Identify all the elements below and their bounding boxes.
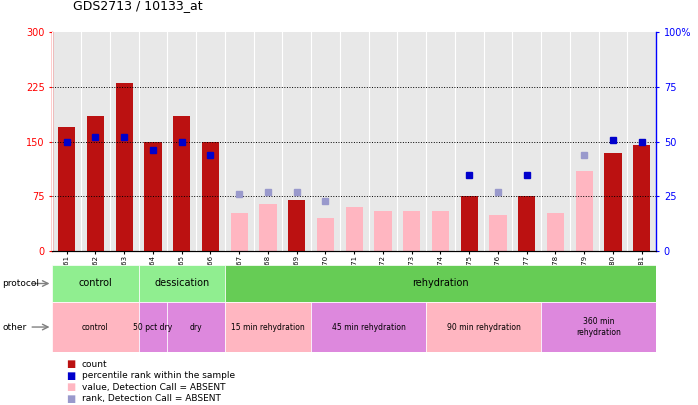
Text: count: count: [82, 360, 107, 369]
Bar: [547, 213, 564, 251]
Bar: [52, 265, 139, 302]
Text: 50 pct dry: 50 pct dry: [133, 322, 172, 332]
Bar: [58, 127, 75, 251]
Text: control: control: [79, 279, 112, 288]
Bar: [403, 211, 420, 251]
Text: ■: ■: [66, 394, 75, 403]
Text: protocol: protocol: [2, 279, 39, 288]
Bar: [461, 196, 478, 251]
Bar: [317, 218, 334, 251]
Bar: [288, 200, 305, 251]
Bar: [139, 265, 225, 302]
Bar: [576, 171, 593, 251]
Bar: [87, 116, 104, 251]
Text: GDS2713 / 10133_at: GDS2713 / 10133_at: [73, 0, 203, 12]
Bar: [489, 215, 507, 251]
Bar: [346, 207, 363, 251]
Bar: [260, 204, 276, 251]
Bar: [432, 211, 449, 251]
Bar: [139, 302, 168, 352]
Bar: [52, 302, 139, 352]
Text: 45 min rehydration: 45 min rehydration: [332, 322, 406, 332]
Bar: [633, 145, 651, 251]
Bar: [144, 142, 162, 251]
Text: rank, Detection Call = ABSENT: rank, Detection Call = ABSENT: [82, 394, 221, 403]
Text: control: control: [82, 322, 109, 332]
Bar: [225, 265, 656, 302]
Text: ■: ■: [66, 360, 75, 369]
Bar: [426, 302, 541, 352]
Text: percentile rank within the sample: percentile rank within the sample: [82, 371, 235, 380]
Bar: [541, 302, 656, 352]
Bar: [311, 302, 426, 352]
Text: 90 min rehydration: 90 min rehydration: [447, 322, 521, 332]
Bar: [518, 196, 535, 251]
Text: dry: dry: [190, 322, 202, 332]
Text: other: other: [2, 322, 27, 332]
Bar: [202, 142, 219, 251]
Text: rehydration: rehydration: [413, 279, 469, 288]
Text: ■: ■: [66, 382, 75, 392]
Text: ■: ■: [66, 371, 75, 381]
Text: 15 min rehydration: 15 min rehydration: [231, 322, 305, 332]
Text: value, Detection Call = ABSENT: value, Detection Call = ABSENT: [82, 383, 225, 392]
Bar: [374, 211, 392, 251]
Bar: [230, 213, 248, 251]
Bar: [173, 116, 191, 251]
Text: 360 min
rehydration: 360 min rehydration: [576, 318, 621, 337]
Bar: [116, 83, 133, 251]
Bar: [225, 302, 311, 352]
Bar: [604, 153, 622, 251]
Bar: [168, 302, 225, 352]
Text: dessication: dessication: [154, 279, 209, 288]
